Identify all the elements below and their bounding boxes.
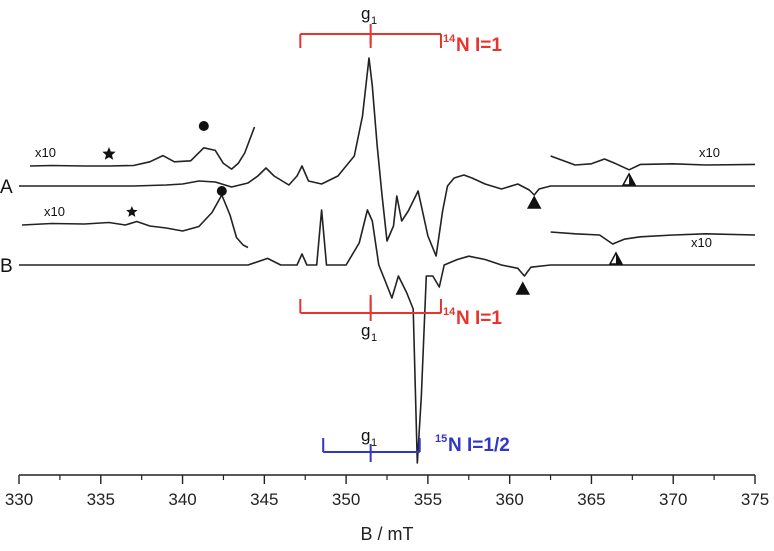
trace-a: [19, 57, 755, 257]
star-marker-b: [126, 206, 138, 217]
trace-a-x10-right: [550, 155, 756, 171]
star-marker-a: [102, 147, 116, 160]
label-14n-middle-text: N I=1: [456, 308, 502, 329]
scale-label-a-right: x10: [699, 145, 720, 160]
x-tick-label: 330: [5, 490, 33, 509]
label-14n-top: 14 N I=1: [443, 33, 502, 56]
g1-middle-symbol: g: [361, 321, 370, 340]
triangle-marker-b: [515, 281, 531, 295]
peak-markers: [102, 121, 637, 295]
scale-label-b-left: x10: [44, 204, 65, 219]
x-tick-label: 335: [87, 490, 115, 509]
g1-top-symbol: g: [361, 4, 370, 23]
label-15n: 15 N I=1/2: [435, 433, 510, 456]
trace-b: [19, 209, 755, 464]
x-ticks: 330 335 340 345 350 355 360 365 370 375: [5, 475, 769, 509]
x-tick-label: 375: [741, 490, 769, 509]
x-tick-label: 370: [659, 490, 687, 509]
g1-bottom-symbol: g: [361, 426, 370, 445]
g1-bottom-subscript: 1: [371, 437, 377, 449]
label-14n-top-mass: 14: [443, 33, 456, 45]
x-tick-label: 355: [414, 490, 442, 509]
x-tick-label: 340: [168, 490, 196, 509]
trace-a-label: A: [0, 177, 13, 198]
label-14n-middle: 14 N I=1: [443, 306, 502, 329]
x-tick-label: 360: [495, 490, 523, 509]
dot-marker-a: [198, 121, 209, 131]
label-15n-mass: 15: [435, 433, 447, 445]
x-tick-label: 350: [332, 490, 360, 509]
scale-label-b-right: x10: [691, 235, 712, 250]
x-axis-title: B / mT: [361, 524, 414, 544]
triangle-marker-a: [526, 195, 542, 209]
g1-label-middle: g 1: [361, 321, 377, 344]
hyperfine-stick-diagrams: [299, 24, 442, 462]
triangle-outline-marker-a-half: [629, 174, 636, 185]
scale-label-a-left: x10: [35, 145, 56, 160]
x-axis: 330 335 340 345 350 355 360 365 370 375 B / mT: [5, 474, 769, 544]
stick-diagram-15n-bottom: [322, 438, 421, 462]
triangle-outline-marker-b-half: [615, 253, 622, 264]
g1-label-top: g 1: [361, 4, 377, 27]
dot-marker-b: [216, 186, 227, 196]
x-tick-label: 365: [577, 490, 605, 509]
label-14n-top-text: N I=1: [456, 35, 502, 56]
x-tick-label: 345: [250, 490, 278, 509]
label-15n-text: N I=1/2: [448, 435, 510, 456]
spectrum-traces: [19, 57, 756, 464]
g1-label-bottom: g 1: [361, 426, 377, 449]
g1-top-subscript: 1: [371, 15, 377, 27]
label-14n-middle-mass: 14: [443, 306, 456, 318]
stick-diagram-14n-top: [299, 24, 442, 48]
g1-middle-subscript: 1: [371, 332, 377, 344]
trace-b-x10-right: [550, 231, 756, 245]
trace-b-x10-left: [21, 194, 249, 249]
stick-diagram-14n-middle: [299, 295, 442, 321]
trace-a-x10-left: [29, 126, 256, 170]
trace-b-label: B: [0, 256, 13, 277]
